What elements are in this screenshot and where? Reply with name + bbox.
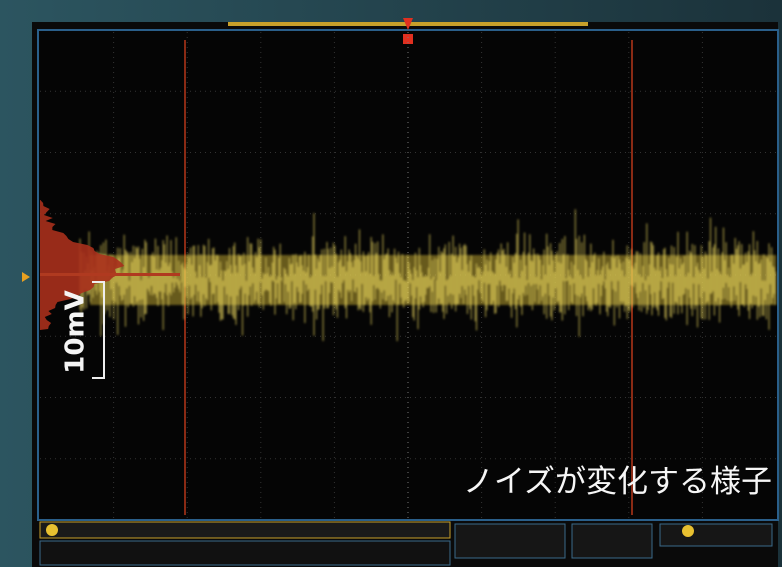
scale-label: 10mV xyxy=(61,290,91,373)
noise-trace xyxy=(79,209,776,342)
ground-marker xyxy=(22,272,30,282)
status-bar xyxy=(39,521,773,566)
histogram xyxy=(40,200,180,330)
channel-icon xyxy=(46,524,58,536)
caption: ノイズが変化する様子 xyxy=(463,464,772,500)
trigger-icon xyxy=(682,525,694,537)
trigger-marker xyxy=(403,18,413,30)
timebase-box xyxy=(454,523,566,559)
scale-bracket xyxy=(92,281,105,379)
histogram-area xyxy=(40,200,125,330)
graticule xyxy=(40,32,776,518)
measure-box xyxy=(39,540,451,566)
histogram-spike xyxy=(40,273,180,276)
channel-box xyxy=(39,521,451,539)
trigger-box xyxy=(659,523,773,547)
trigger-marker xyxy=(403,34,413,44)
sample-box xyxy=(571,523,653,559)
